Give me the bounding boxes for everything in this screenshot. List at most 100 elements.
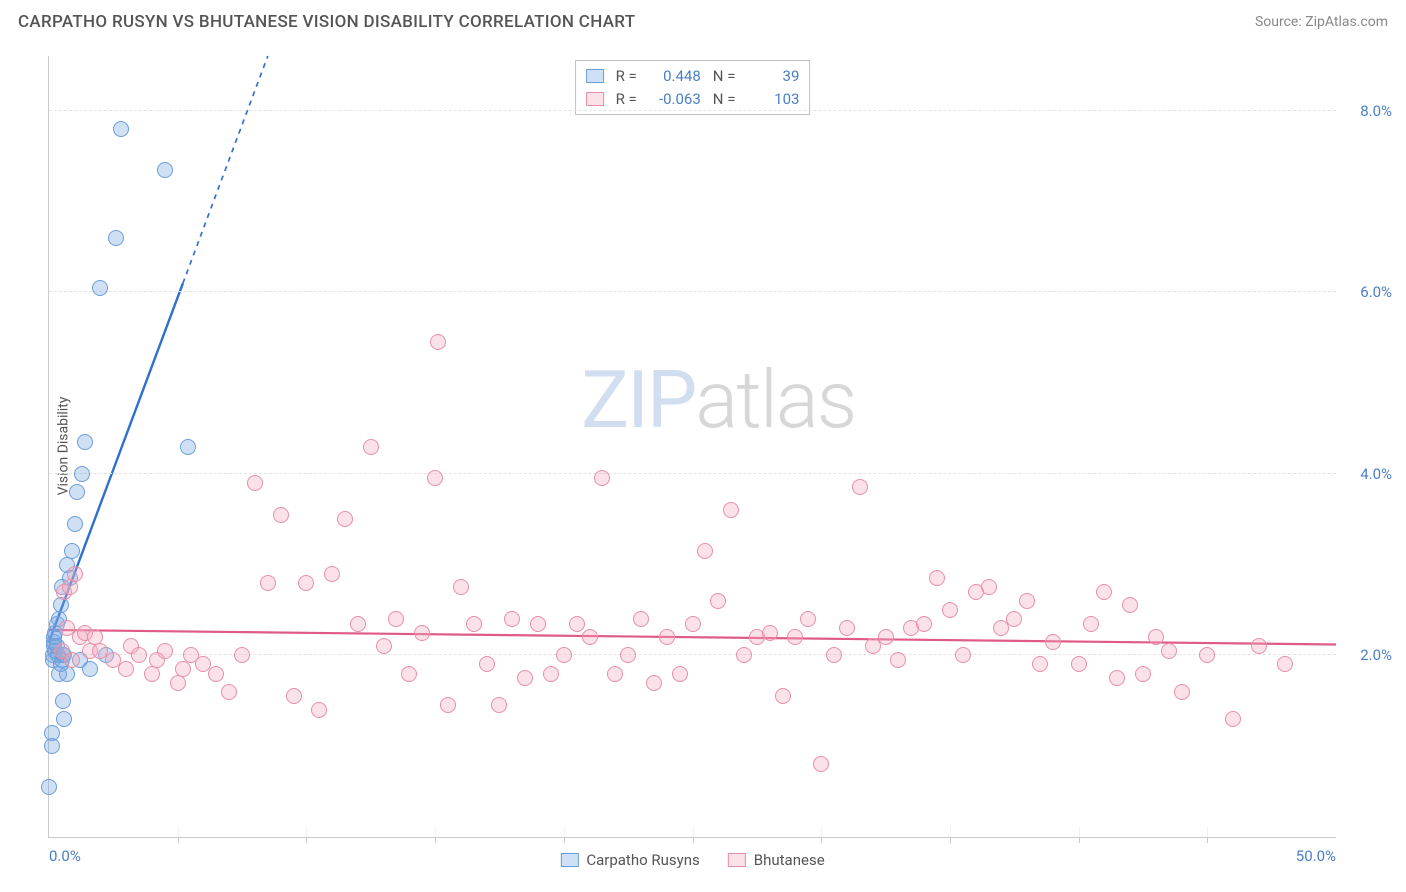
data-point [865, 638, 881, 654]
watermark-atlas: atlas [695, 353, 855, 447]
data-point [569, 616, 585, 632]
data-point [59, 666, 75, 682]
data-point [1019, 593, 1035, 609]
data-point [337, 511, 353, 527]
data-point [49, 616, 65, 632]
n-label-2: N = [713, 88, 736, 111]
n-label: N = [713, 65, 736, 88]
data-point [1109, 670, 1125, 686]
data-point [44, 725, 60, 741]
data-point [440, 697, 456, 713]
data-point [123, 638, 139, 654]
data-point [955, 647, 971, 663]
data-point [64, 543, 80, 559]
data-point [49, 638, 65, 654]
x-tick-label: 0.0% [49, 847, 81, 865]
data-point [53, 597, 69, 613]
data-point [170, 675, 186, 691]
n-value-2: 103 [743, 88, 799, 111]
data-point [247, 475, 263, 491]
data-point [46, 634, 62, 650]
data-point [260, 575, 276, 591]
data-point [543, 666, 559, 682]
data-point [208, 666, 224, 682]
data-point [620, 647, 636, 663]
data-point [852, 479, 868, 495]
data-point [466, 616, 482, 632]
r-value-2: -0.063 [645, 88, 701, 111]
data-point [376, 638, 392, 654]
data-point [131, 647, 147, 663]
data-point [993, 620, 1009, 636]
bottom-legend: Carpatho Rusyns Bhutanese [560, 851, 824, 869]
data-point [736, 647, 752, 663]
data-point [62, 579, 78, 595]
chart-title: CARPATHO RUSYN VS BHUTANESE VISION DISAB… [18, 12, 635, 32]
data-point [298, 575, 314, 591]
data-point [646, 675, 662, 691]
data-point [826, 647, 842, 663]
data-point [1045, 634, 1061, 650]
data-point [82, 643, 98, 659]
data-point [813, 756, 829, 772]
data-point [1148, 629, 1164, 645]
watermark: ZIPatlas [581, 353, 855, 447]
data-point [878, 629, 894, 645]
data-point [1083, 616, 1099, 632]
data-point [1161, 643, 1177, 659]
stats-row-2: R = -0.063 N = 103 [586, 88, 800, 111]
data-point [491, 697, 507, 713]
data-point [659, 629, 675, 645]
data-point [234, 647, 250, 663]
data-point [54, 579, 70, 595]
data-point [56, 711, 72, 727]
chart-header: CARPATHO RUSYN VS BHUTANESE VISION DISAB… [0, 0, 1406, 38]
data-point [45, 647, 61, 663]
y-tick-label: 2.0% [1360, 646, 1392, 664]
data-point [929, 570, 945, 586]
data-point [775, 688, 791, 704]
legend-label-1: Carpatho Rusyns [586, 851, 699, 869]
data-point [92, 643, 108, 659]
data-point [1032, 656, 1048, 672]
data-point [685, 616, 701, 632]
data-point [46, 638, 62, 654]
data-point [1199, 647, 1215, 663]
data-point [517, 670, 533, 686]
data-point [180, 439, 196, 455]
data-point [183, 647, 199, 663]
y-tick-label: 8.0% [1360, 102, 1392, 120]
stats-box: R = 0.448 N = 39 R = -0.063 N = 103 [575, 60, 811, 115]
r-value-1: 0.448 [645, 65, 701, 88]
data-point [54, 643, 70, 659]
data-point [47, 625, 63, 641]
data-point [92, 280, 108, 296]
data-point [53, 656, 69, 672]
data-point [67, 566, 83, 582]
data-point [118, 661, 134, 677]
data-point [72, 629, 88, 645]
chart-plot-area: ZIPatlas R = 0.448 N = 39 R = -0.063 N =… [48, 56, 1336, 838]
data-point [968, 584, 984, 600]
data-point [401, 666, 417, 682]
data-point [324, 566, 340, 582]
data-point [388, 611, 404, 627]
data-point [363, 439, 379, 455]
data-point [51, 611, 67, 627]
data-point [1174, 684, 1190, 700]
data-point [800, 611, 816, 627]
chart-source: Source: ZipAtlas.com [1255, 14, 1388, 30]
data-point [41, 779, 57, 795]
data-point [108, 230, 124, 246]
data-point [286, 688, 302, 704]
r-label: R = [616, 65, 637, 88]
data-point [55, 647, 71, 663]
data-point [67, 516, 83, 532]
data-point [479, 656, 495, 672]
data-point [607, 666, 623, 682]
stats-row-1: R = 0.448 N = 39 [586, 65, 800, 88]
legend-item-2: Bhutanese [728, 851, 825, 869]
n-value-1: 39 [743, 65, 799, 88]
swatch-series-1 [586, 69, 604, 83]
data-point [44, 738, 60, 754]
